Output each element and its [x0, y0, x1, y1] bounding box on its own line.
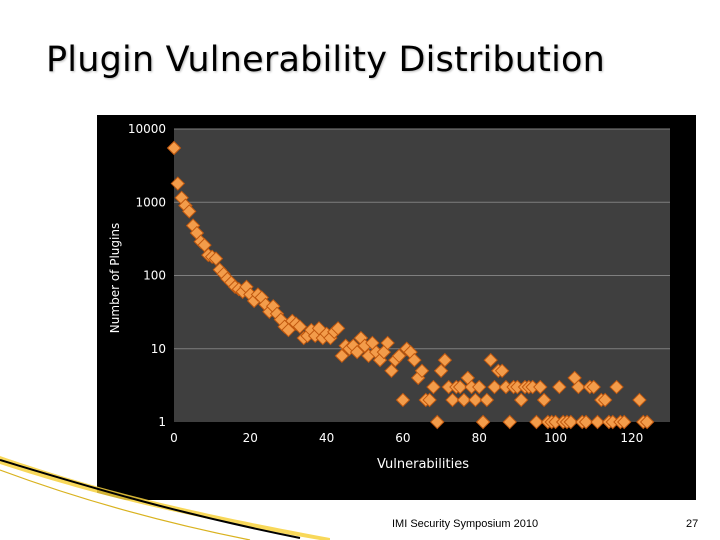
data-point [617, 414, 632, 430]
data-point [578, 414, 594, 430]
data-point [513, 392, 529, 408]
data-point [487, 379, 502, 395]
chart-panel: 1 10 100 1000 10000 0 20 40 60 80 100 120 Vulnerab… [97, 115, 696, 500]
x-axis-label: Vulnerabilities [377, 457, 469, 472]
data-point [456, 392, 472, 408]
data-point [182, 204, 197, 219]
y-tick-label: 1 [158, 415, 166, 429]
data-point [529, 414, 544, 430]
data-point [552, 379, 567, 395]
data-point [483, 352, 498, 368]
data-point [433, 363, 449, 379]
data-point [349, 344, 365, 360]
x-tick-label: 80 [472, 431, 487, 445]
data-point [586, 379, 601, 395]
y-tick-label: 10000 [128, 122, 166, 136]
y-tick-label: 1000 [135, 195, 166, 209]
data-point [468, 392, 483, 408]
scatter-chart: 1 10 100 1000 10000 0 20 40 60 80 100 120 Vulnerab… [108, 122, 670, 472]
footer-text: IMI Security Symposium 2010 [392, 518, 539, 530]
data-point [632, 392, 647, 408]
data-points [166, 140, 655, 430]
y-tick-label: 100 [143, 269, 166, 283]
data-point [330, 321, 346, 336]
gridlines [174, 128, 670, 350]
x-tick-label: 40 [319, 431, 334, 445]
data-point [426, 379, 441, 395]
data-point [452, 379, 468, 395]
data-point [437, 352, 453, 368]
data-point [281, 322, 296, 338]
data-point [170, 176, 186, 191]
data-point [609, 379, 624, 395]
y-tick-labels: 1 10 100 1000 10000 [128, 122, 166, 429]
data-point [472, 379, 487, 395]
y-axis-label: Number of Plugins [108, 223, 122, 333]
data-point [407, 352, 422, 368]
y-tick-label: 10 [151, 342, 166, 356]
data-point [334, 348, 350, 364]
data-point [639, 414, 655, 430]
data-point [494, 363, 510, 379]
data-point [597, 392, 613, 408]
x-tick-label: 20 [243, 431, 258, 445]
data-point [197, 237, 212, 253]
data-point [445, 392, 460, 408]
data-point [166, 140, 182, 156]
data-point [533, 379, 548, 395]
data-point [292, 319, 308, 334]
data-point [479, 392, 495, 408]
x-tick-label: 0 [170, 431, 178, 445]
data-point [502, 414, 517, 430]
data-point [536, 392, 552, 408]
data-point [475, 414, 491, 430]
data-point [430, 414, 445, 430]
data-point [422, 392, 437, 408]
data-point [208, 251, 224, 266]
data-point [395, 392, 411, 408]
data-point [571, 379, 586, 395]
data-point [380, 335, 395, 351]
x-tick-label: 100 [544, 431, 567, 445]
x-tick-label: 60 [395, 431, 410, 445]
slide-title: Plugin Vulnerability Distribution [46, 40, 606, 80]
data-point [384, 363, 399, 379]
data-point [563, 414, 579, 430]
data-point [391, 348, 407, 364]
data-point [590, 414, 605, 430]
data-point [414, 363, 430, 379]
decorative-swoosh [0, 456, 330, 540]
page-number: 27 [686, 518, 699, 530]
x-tick-labels: 0 20 40 60 80 100 120 [170, 431, 643, 445]
x-tick-label: 120 [620, 431, 643, 445]
